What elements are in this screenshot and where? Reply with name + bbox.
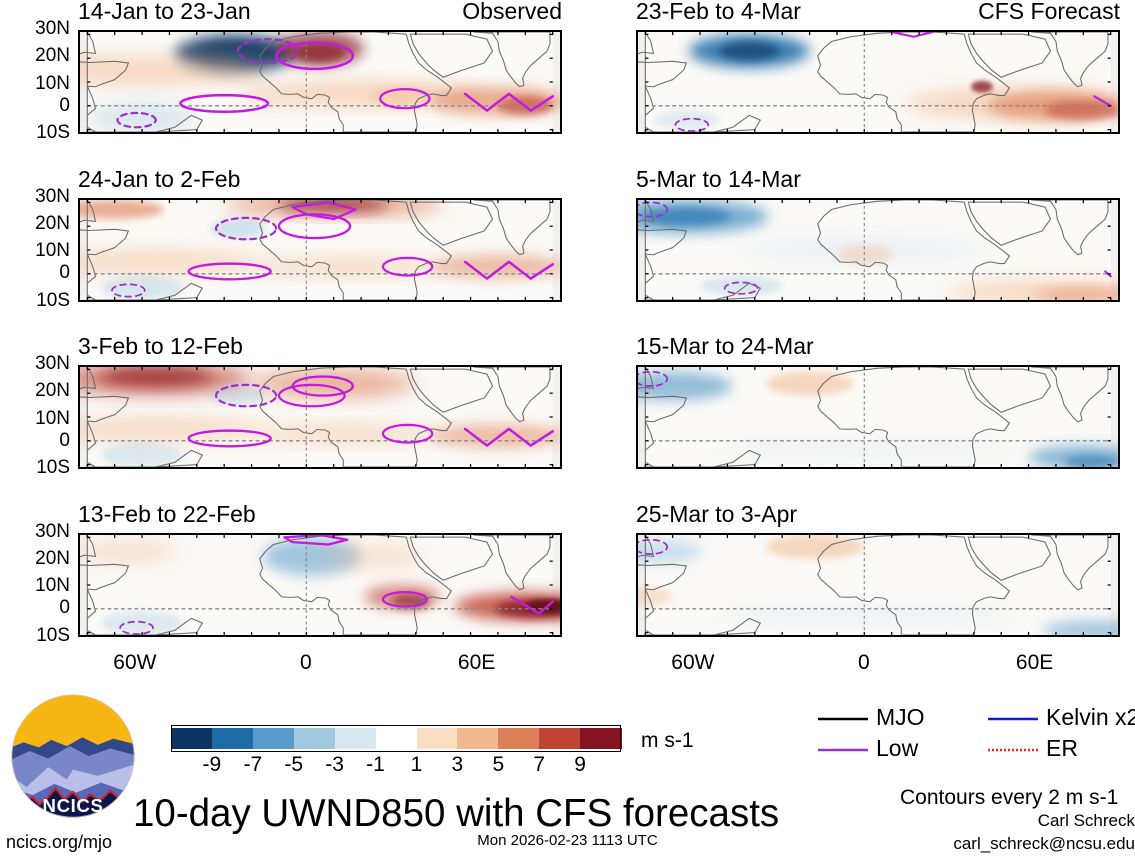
svg-text:NCICS: NCICS [43,795,104,816]
